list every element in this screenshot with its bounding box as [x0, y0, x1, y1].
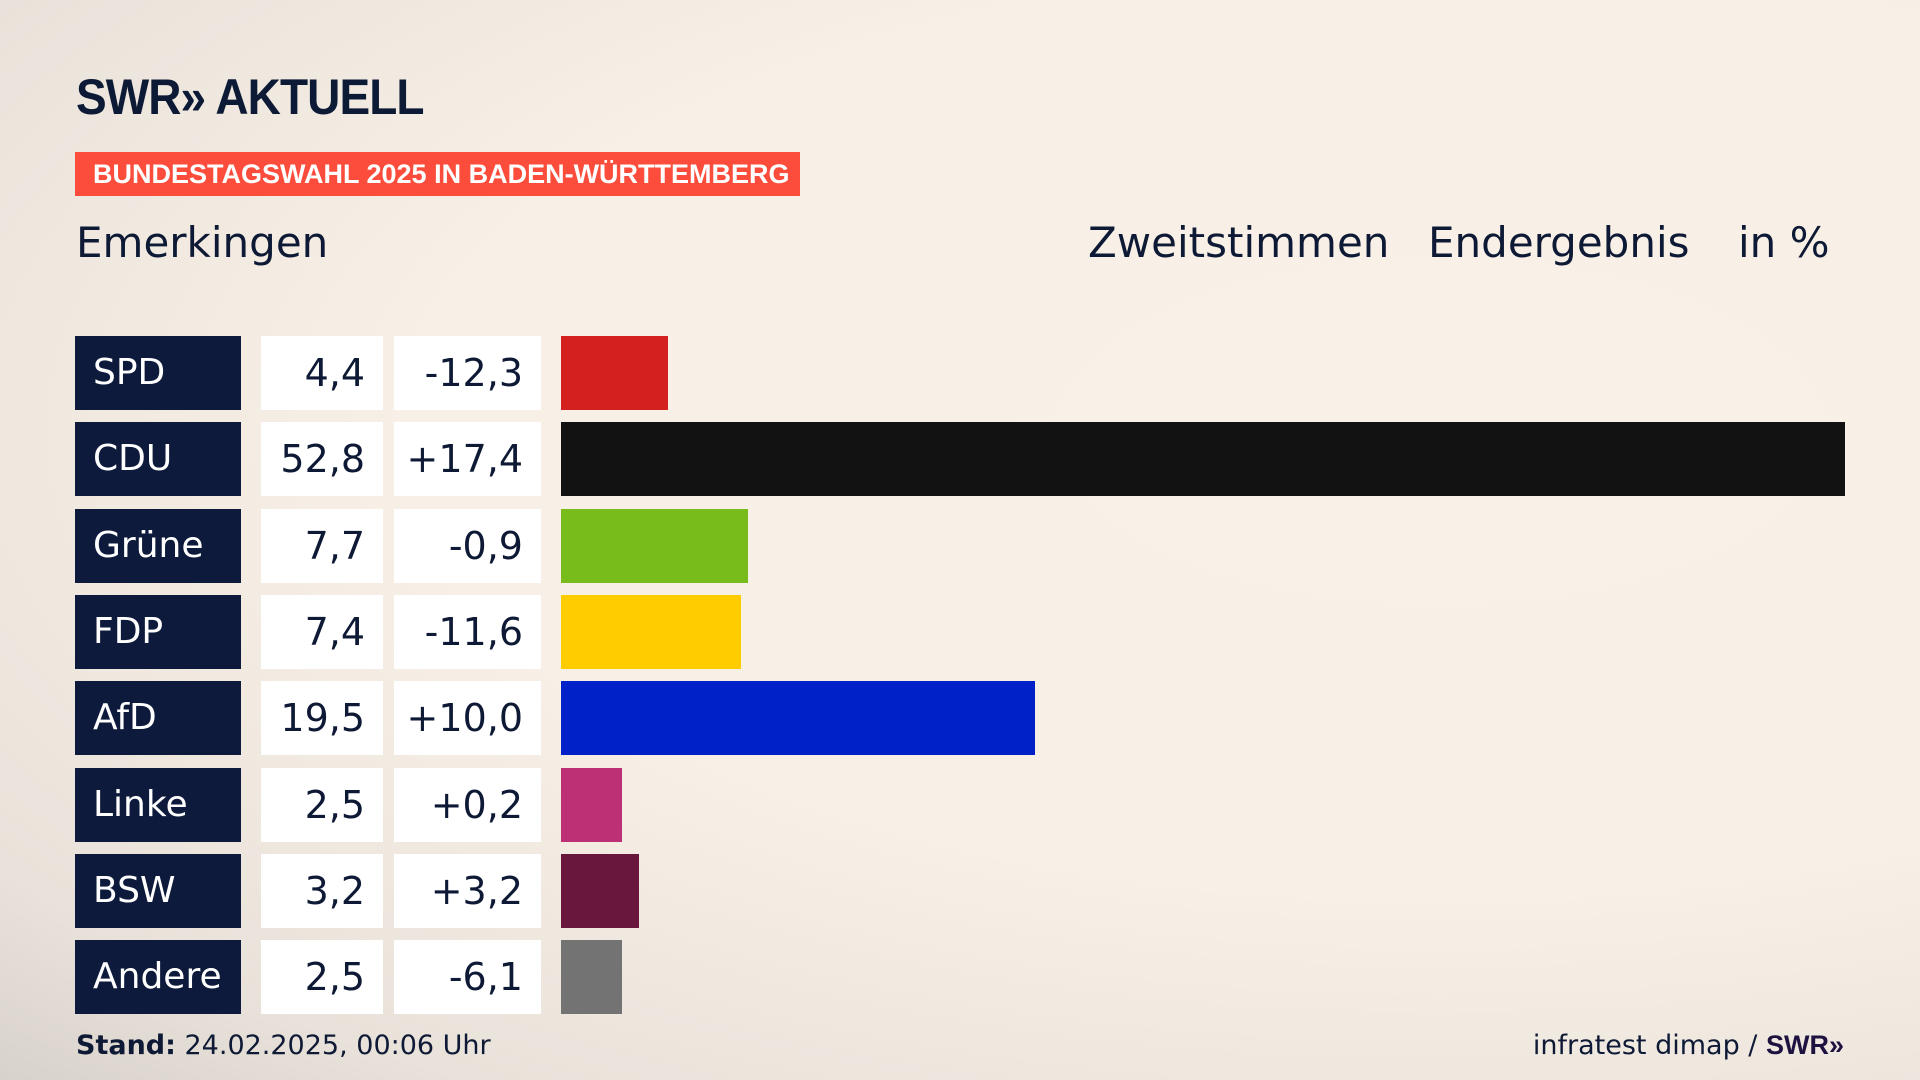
diff-label: +3,2	[394, 853, 541, 928]
value-label: 4,4	[261, 336, 383, 410]
value-label: 7,7	[261, 508, 383, 583]
bar-afd	[561, 681, 1036, 756]
timestamp: Stand: 24.02.2025, 00:06 Uhr	[76, 1030, 491, 1061]
party-label: AfD	[75, 681, 241, 756]
bar-fdp	[561, 594, 741, 669]
value-label: 3,2	[261, 853, 383, 928]
diff-label: -6,1	[394, 940, 541, 1015]
value-label: 2,5	[261, 940, 383, 1015]
party-label: Andere	[75, 940, 241, 1015]
value-label: 2,5	[261, 767, 383, 842]
party-label: BSW	[75, 853, 241, 928]
bar-bsw	[561, 853, 639, 928]
diff-label: +10,0	[394, 681, 541, 756]
place-title: Emerkingen	[76, 218, 329, 267]
party-label: Grüne	[75, 508, 241, 583]
swr-logo: SWR»	[1765, 1030, 1844, 1060]
bar-spd	[561, 336, 668, 410]
party-label: SPD	[75, 336, 241, 410]
stand-label: Stand:	[76, 1030, 176, 1061]
bar-grüne	[561, 508, 749, 583]
bar-andere	[561, 940, 622, 1015]
bar-linke	[561, 767, 622, 842]
diff-label: +0,2	[394, 767, 541, 842]
diff-label: -11,6	[394, 594, 541, 669]
diff-label: +17,4	[394, 422, 541, 497]
header-zweitstimmen: Zweitstimmen	[1088, 218, 1390, 267]
party-label: CDU	[75, 422, 241, 497]
source: infratest dimap / SWR»	[1533, 1030, 1844, 1061]
header-unit: in %	[1738, 218, 1830, 267]
source-text: infratest dimap /	[1532, 1030, 1766, 1061]
party-label: FDP	[75, 594, 241, 669]
party-label: Linke	[75, 767, 241, 842]
swr-aktuell-logo: SWR» AKTUELL	[76, 69, 424, 125]
value-label: 19,5	[261, 681, 383, 756]
value-label: 52,8	[261, 422, 383, 497]
diff-label: -0,9	[394, 508, 541, 583]
election-banner: BUNDESTAGSWAHL 2025 IN BADEN-WÜRTTEMBERG	[75, 152, 800, 196]
header-endergebnis: Endergebnis	[1428, 218, 1690, 267]
value-label: 7,4	[261, 594, 383, 669]
stand-value: 24.02.2025, 00:06 Uhr	[175, 1030, 491, 1061]
bar-cdu	[561, 422, 1845, 497]
diff-label: -12,3	[394, 336, 541, 410]
